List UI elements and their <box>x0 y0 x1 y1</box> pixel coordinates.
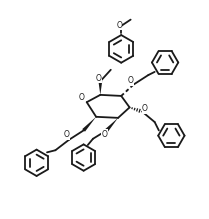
Text: O: O <box>95 74 101 83</box>
Text: ': ' <box>125 89 127 98</box>
Text: O: O <box>116 21 122 30</box>
Text: O: O <box>102 130 107 139</box>
Text: O: O <box>142 104 148 113</box>
Text: O: O <box>79 93 85 102</box>
Text: O: O <box>64 131 69 140</box>
Polygon shape <box>82 117 96 132</box>
Polygon shape <box>98 81 102 95</box>
Polygon shape <box>105 118 118 132</box>
Text: O: O <box>128 76 134 85</box>
